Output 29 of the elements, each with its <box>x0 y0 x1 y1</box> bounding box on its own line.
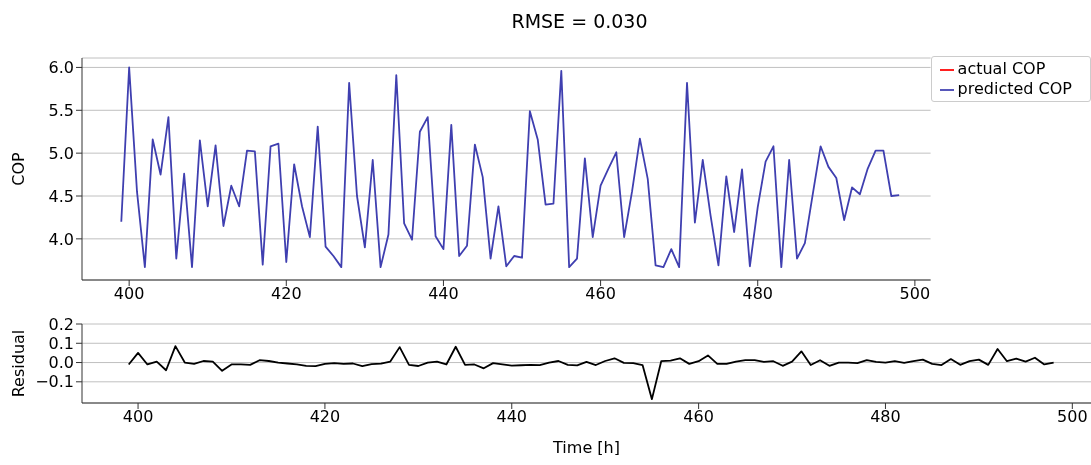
line-series <box>127 345 1055 401</box>
x-tick-label: 400 <box>122 407 154 427</box>
y-tick-label: −0.1 <box>35 372 74 392</box>
y-axis-title: COP <box>8 151 28 186</box>
x-axis-title: Time [h] <box>552 438 620 457</box>
x-tick-label: 460 <box>683 407 714 427</box>
y-tick-label: 4.5 <box>48 186 74 206</box>
x-tick-label: 420 <box>271 284 302 304</box>
legend-label: predicted COP <box>957 79 1072 98</box>
y-tick-label: 4.0 <box>48 229 74 249</box>
x-tick-label: 500 <box>899 284 931 304</box>
x-tick-label: 400 <box>113 284 145 304</box>
y-tick-label: 0.0 <box>48 353 74 373</box>
legend-label: actual COP <box>957 59 1046 78</box>
x-tick-label: 480 <box>870 407 901 427</box>
y-tick-label: 0.1 <box>48 333 74 353</box>
x-tick-label: 480 <box>742 284 774 304</box>
line-series <box>120 66 901 269</box>
y-tick-label: 5.5 <box>48 100 74 120</box>
x-tick-label: 500 <box>1057 407 1088 427</box>
y-tick-label: 5.0 <box>48 143 74 163</box>
chart-title: RMSE = 0.030 <box>510 9 649 34</box>
x-tick-label: 460 <box>585 284 616 304</box>
y-tick-label: 0.2 <box>48 314 74 334</box>
x-tick-label: 440 <box>496 407 528 427</box>
x-tick-label: 440 <box>428 284 459 304</box>
y-axis-title: Residual <box>8 329 28 398</box>
x-tick-label: 420 <box>309 407 341 427</box>
y-tick-label: 6.0 <box>48 58 74 78</box>
